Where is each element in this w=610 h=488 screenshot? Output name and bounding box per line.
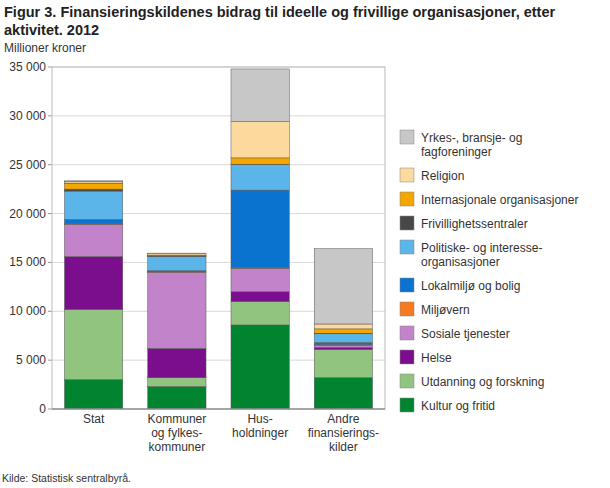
grid-line	[52, 115, 385, 116]
category-label: Andrefinansierings-kilder	[308, 412, 379, 454]
tick-mark	[48, 164, 52, 165]
tick-mark	[48, 262, 52, 263]
bar-segment	[64, 257, 122, 310]
bar-segment	[148, 271, 206, 272]
legend-swatch	[400, 130, 414, 144]
tick-label: 25 000	[9, 158, 46, 172]
source: Kilde: Statistisk sentralbyrå.	[2, 472, 131, 484]
legend-label: Kultur og fritid	[421, 399, 495, 413]
bar-segment	[231, 268, 289, 291]
tick-mark	[48, 115, 52, 116]
bar-segment	[148, 378, 206, 387]
bar-segment	[148, 253, 206, 254]
legend-label: Sosiale tjenester	[421, 327, 510, 341]
grid: 0 5 000 10 000 15 000 20 000 25 000 30 000 35 0…	[9, 60, 385, 416]
bars	[64, 69, 372, 409]
legend-label: Politiske- og interesse-organisasjoner	[421, 241, 542, 269]
grid-line	[52, 409, 385, 410]
legend-swatch	[400, 302, 414, 316]
legend-label: Helse	[421, 351, 452, 365]
legend-swatch	[400, 240, 414, 254]
bar-segment	[314, 324, 372, 329]
legend-label: Frivillighetssentraler	[421, 217, 528, 231]
bar-segment	[64, 183, 122, 189]
legend: Yrkes-, bransje- ogfagforeninger Religion…	[400, 130, 578, 413]
bar-segment	[314, 343, 372, 345]
x-axis	[52, 409, 385, 410]
y-axis-label: Millioner kroner	[4, 41, 86, 55]
tick-mark	[48, 311, 52, 312]
tick-label: 10 000	[9, 304, 46, 318]
bar-segment	[148, 257, 206, 271]
tick-mark	[48, 67, 52, 68]
tick-label: 30 000	[9, 109, 46, 123]
category-label: Stat	[83, 412, 105, 426]
chart: Figur 3. Finansieringskildenes bidrag ti…	[0, 0, 610, 488]
legend-label: Yrkes-, bransje- ogfagforeninger	[421, 131, 522, 159]
tick-mark	[48, 213, 52, 214]
bar-segment	[231, 122, 289, 158]
tick-mark	[48, 360, 52, 361]
bar-segment	[314, 334, 372, 343]
bar-segment	[231, 325, 289, 409]
legend-label: Internasjonale organisasjoner	[421, 193, 578, 207]
bar-segment	[148, 387, 206, 409]
category-label: Kommunerog fylkes-kommuner	[148, 412, 207, 454]
grid-line	[52, 164, 385, 165]
plot-frame	[52, 67, 385, 409]
bar-segment	[64, 182, 122, 183]
bar-segment	[231, 292, 289, 302]
bar-segment	[314, 345, 372, 347]
category-label: Hus-holdninger	[232, 412, 288, 440]
bar-segment	[231, 158, 289, 164]
bar-segment	[231, 302, 289, 325]
legend-swatch	[400, 192, 414, 206]
legend-label: Religion	[421, 169, 464, 183]
bar-segment	[148, 255, 206, 257]
legend-label: Utdanning og forskning	[421, 375, 544, 389]
bar-segment	[64, 191, 122, 219]
bar-segment	[64, 309, 122, 379]
tick-label: 15 000	[9, 255, 46, 269]
title: Figur 3. Finansieringskildenes bidrag ti…	[4, 4, 555, 38]
legend-label: Miljøvern	[421, 303, 470, 317]
tick-label: 5 000	[16, 353, 46, 367]
bar-segment	[148, 255, 206, 256]
legend-swatch	[400, 168, 414, 182]
bar-segment	[64, 224, 122, 256]
legend-swatch	[400, 398, 414, 412]
bar-segment	[64, 380, 122, 409]
bar-segment	[148, 254, 206, 255]
tick-label: 35 000	[9, 60, 46, 74]
tick-label: 20 000	[9, 207, 46, 221]
bar-segment	[148, 348, 206, 377]
legend-swatch	[400, 326, 414, 340]
legend-swatch	[400, 216, 414, 230]
tick-label: 0	[39, 402, 46, 416]
bar-segment	[64, 189, 122, 191]
legend-swatch	[400, 350, 414, 364]
legend-swatch	[400, 278, 414, 292]
bar-segment	[231, 165, 289, 190]
bar-segment	[64, 180, 122, 182]
bar-segment	[314, 378, 372, 409]
tick-mark	[48, 409, 52, 410]
legend-label: Lokalmiljø og bolig	[421, 279, 520, 293]
legend-swatch	[400, 374, 414, 388]
bar-segment	[314, 329, 372, 333]
bar-segment	[231, 69, 289, 122]
bar-segment	[314, 347, 372, 349]
bar-segment	[64, 219, 122, 223]
bar-segment	[314, 349, 372, 377]
bar-segment	[148, 272, 206, 348]
bar-segment	[314, 249, 372, 324]
bar-segment	[231, 190, 289, 267]
